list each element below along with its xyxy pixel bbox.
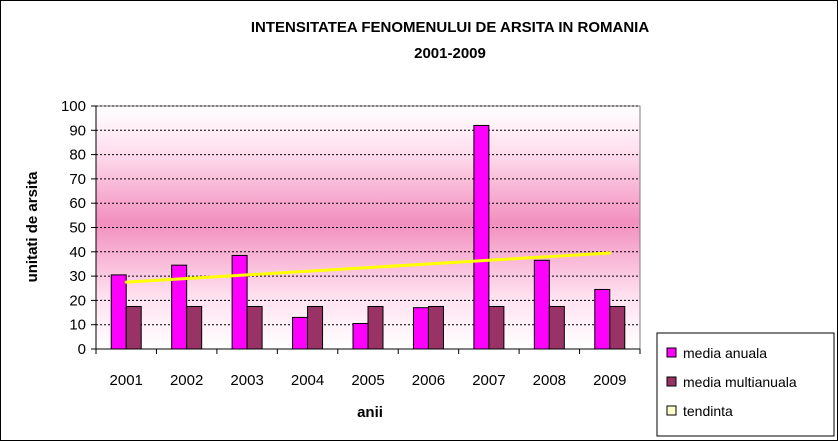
bar-media-multianuala-2006	[427, 305, 444, 350]
legend-label-media-anuala: media anuala	[683, 345, 767, 361]
y-tick-label: 60	[69, 195, 86, 212]
bar-media-anuala-2005	[352, 322, 369, 350]
x-ticks: 2001 2002 2003 2004 2005 2006 2007 2008 2009	[95, 349, 641, 389]
bar-media-multianuala-2005	[367, 305, 384, 350]
bar-media-anuala-2001	[110, 274, 127, 350]
bar-media-anuala-2007	[473, 124, 490, 350]
x-tick-label: 2006	[412, 372, 445, 389]
bar-media-multianuala-2001	[125, 305, 142, 350]
x-tick-label: 2007	[472, 372, 505, 389]
legend-label-media-multianuala: media multianuala	[683, 374, 797, 390]
trend-line-layer	[124, 251, 612, 284]
x-tick-label: 2009	[593, 372, 626, 389]
bar-media-multianuala-2004	[307, 305, 324, 350]
y-tick-label: 20	[69, 292, 86, 309]
x-tick-label: 2001	[110, 372, 143, 389]
y-tick-label: 100	[61, 98, 86, 115]
bars	[110, 124, 626, 350]
x-tick-label: 2002	[170, 372, 203, 389]
chart-title: INTENSITATEA FENOMENULUI DE ARSITA IN RO…	[251, 19, 649, 36]
bar-media-anuala-2003	[231, 254, 248, 350]
x-tick-label: 2004	[291, 372, 324, 389]
y-tick-label: 50	[69, 220, 86, 237]
y-ticks: 0 10 20 30 40 50 60 70 80 90 100	[61, 98, 96, 358]
bar-media-multianuala-2008	[548, 305, 565, 350]
y-tick-label: 30	[69, 268, 86, 285]
y-tick-label: 0	[78, 341, 86, 358]
bar-media-multianuala-2003	[246, 305, 263, 350]
bar-media-multianuala-2007	[488, 305, 505, 350]
bar-media-anuala-2006	[412, 307, 429, 350]
legend-swatch-tendinta	[666, 405, 677, 416]
bar-media-anuala-2009	[594, 288, 611, 350]
legend: media anuala media multianuala tendinta	[656, 332, 835, 437]
legend-box	[656, 332, 835, 437]
x-tick-label: 2005	[351, 372, 384, 389]
y-tick-label: 40	[69, 244, 86, 261]
x-tick-label: 2008	[533, 372, 566, 389]
bar-media-multianuala-2009	[609, 305, 626, 350]
y-axis-title: unitati de arsita	[24, 171, 41, 283]
y-tick-label: 10	[69, 317, 86, 334]
x-tick-label: 2003	[230, 372, 263, 389]
trend-line	[124, 251, 612, 284]
x-axis-title: anii	[357, 404, 383, 421]
legend-label-tendinta: tendinta	[683, 403, 733, 419]
y-tick-label: 80	[69, 147, 86, 164]
y-tick-label: 90	[69, 122, 86, 139]
chart-subtitle: 2001-2009	[414, 45, 486, 62]
bar-media-anuala-2008	[533, 259, 550, 350]
bar-media-multianuala-2002	[186, 305, 203, 350]
bar-media-anuala-2004	[292, 316, 309, 350]
legend-swatch-media-multianuala	[666, 376, 677, 387]
legend-swatch-media-anuala	[666, 347, 677, 358]
y-tick-label: 70	[69, 171, 86, 188]
